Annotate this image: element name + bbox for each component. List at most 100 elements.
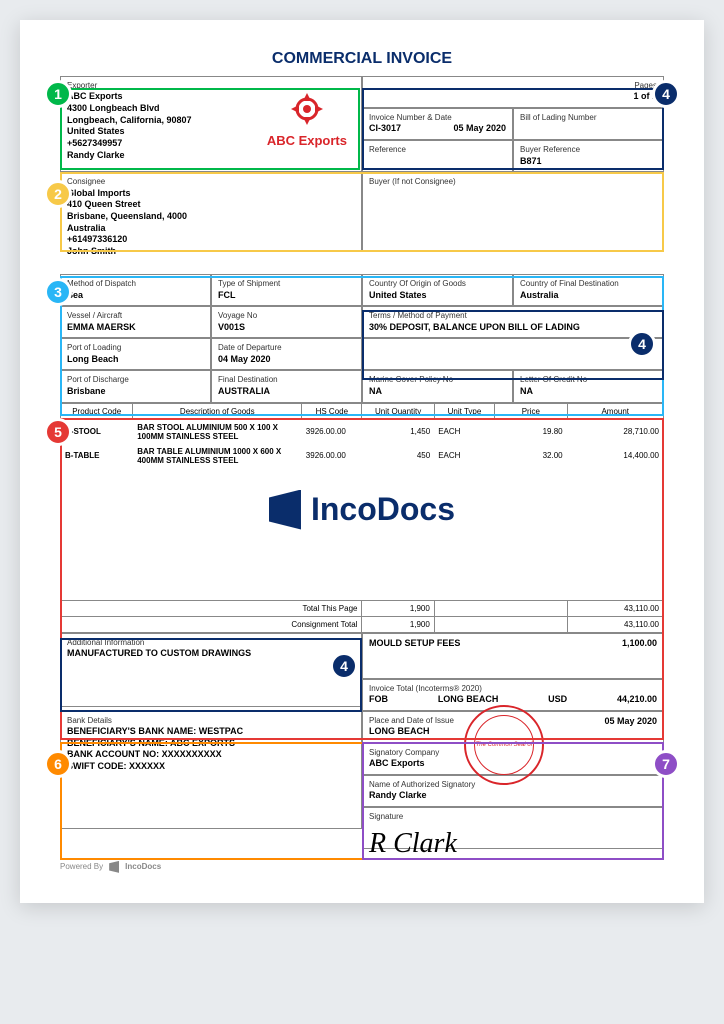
item-row: B-TABLEBAR TABLE ALUMINIUM 1000 X 600 X … [61, 444, 663, 468]
dep-val: 04 May 2020 [218, 354, 271, 364]
fees-cell: MOULD SETUP FEES 1,100.00 [362, 633, 664, 679]
voyage-lbl: Voyage No [218, 311, 355, 321]
terms-val: 30% DEPOSIT, BALANCE UPON BILL OF LADING [369, 322, 580, 332]
final-val: AUSTRALIA [218, 386, 270, 396]
exporter-lbl: Exporter [67, 81, 259, 91]
exporter-name: ABC Exports [67, 91, 123, 101]
consignee-phone: +61497336120 [67, 234, 127, 244]
dep-lbl: Date of Departure [218, 343, 355, 353]
consignee-cell: Consignee Global Imports 410 Queen Stree… [60, 172, 362, 252]
watermark: IncoDocs [269, 490, 455, 530]
invtotal-amt: 44,210.00 [617, 694, 657, 706]
consignee-addr1: 410 Queen Street [67, 199, 141, 209]
consignee-country: Australia [67, 223, 106, 233]
footer-brand: IncoDocs [125, 862, 161, 871]
place-lbl: Place and Date of Issue [369, 716, 454, 726]
origin-lbl: Country Of Origin of Goods [369, 279, 506, 289]
bank-sign-row: Bank Details BENEFICIARY'S BANK NAME: WE… [60, 711, 664, 849]
fees-col: MOULD SETUP FEES 1,100.00 Invoice Total … [362, 633, 664, 711]
place-val: LONG BEACH [369, 726, 430, 736]
ship-row2: Vessel / AircraftEMMA MAERSK Voyage NoV0… [60, 306, 664, 338]
watermark-text: IncoDocs [311, 491, 455, 528]
badge-1: 1 [44, 80, 72, 108]
inv-cell: Invoice Number & Date CI-3017 05 May 202… [362, 108, 513, 140]
addl-lbl: Additional Information [67, 638, 355, 648]
header-right: Pages 1 of 1 Invoice Number & Date CI-30… [362, 76, 664, 172]
col-hs: HS Code [302, 403, 362, 419]
invtotal-cur: USD [548, 694, 567, 706]
addl-cell: Additional Information MANUFACTURED TO C… [60, 633, 362, 707]
buyer-lbl: Buyer (If not Consignee) [369, 177, 657, 187]
badge-4c: 4 [330, 652, 358, 680]
col-qty: Unit Quantity [362, 403, 434, 419]
vessel-val: EMMA MAERSK [67, 322, 136, 332]
incodocs-icon [269, 490, 301, 530]
shiptype-lbl: Type of Shipment [218, 279, 355, 289]
pod-lbl: Port of Discharge [67, 375, 204, 385]
total-cons-amt: 43,110.00 [567, 616, 664, 632]
ref-cell: Reference [362, 140, 513, 172]
origin-val: United States [369, 290, 427, 300]
total-page-lbl: Total This Page [61, 600, 362, 616]
item-row: B-STOOLBAR STOOL ALUMINIUM 500 X 100 X 1… [61, 420, 663, 444]
terms-lbl: Terms / Method of Payment [369, 311, 657, 321]
vessel-lbl: Vessel / Aircraft [67, 311, 204, 321]
terms-cont [362, 338, 664, 370]
total-page-amt: 43,110.00 [567, 600, 664, 616]
bank-l1: BENEFICIARY'S BANK NAME: WESTPAC [67, 726, 243, 736]
total-cons-row: Consignment Total 1,900 43,110.00 [61, 616, 664, 632]
invtotal-place: LONG BEACH [438, 694, 499, 706]
consignee-name: Global Imports [67, 188, 131, 198]
bank-lbl: Bank Details [67, 716, 355, 726]
sig-cell: Signature R Clark [362, 807, 664, 849]
total-cons-qty: 1,900 [362, 616, 434, 632]
pages-lbl: Pages [369, 81, 657, 91]
lc-val: NA [520, 386, 533, 396]
inv-lbl: Invoice Number & Date [369, 113, 506, 123]
badge-2: 2 [44, 180, 72, 208]
badge-7: 7 [652, 750, 680, 778]
total-page-qty: 1,900 [362, 600, 434, 616]
gear-icon [287, 89, 327, 129]
abc-logo: ABC Exports [259, 81, 355, 167]
dest-val: Australia [520, 290, 559, 300]
ship-row4: Port of DischargeBrisbane Final Destinat… [60, 370, 664, 402]
badge-4a: 4 [652, 80, 680, 108]
abc-logo-text: ABC Exports [267, 133, 347, 150]
doc-title: COMMERCIAL INVOICE [60, 50, 664, 68]
fees-lbl: MOULD SETUP FEES [369, 638, 460, 674]
addl-val: MANUFACTURED TO CUSTOM DRAWINGS [67, 648, 251, 658]
buyref-cell: Buyer Reference B871 [513, 140, 664, 172]
badge-5: 5 [44, 418, 72, 446]
addl-row: Additional Information MANUFACTURED TO C… [60, 633, 664, 711]
exporter-contact: Randy Clarke [67, 150, 125, 160]
pod-val: Brisbane [67, 386, 106, 396]
total-page-row: Total This Page 1,900 43,110.00 [61, 600, 664, 616]
invtotal-lbl: Invoice Total (Incoterms® 2020) [369, 684, 657, 694]
fees-val: 1,100.00 [622, 638, 657, 674]
signature: R Clark [369, 822, 657, 866]
consignee-contact: John Smith [67, 246, 116, 256]
badge-4b: 4 [628, 330, 656, 358]
buyer-cell: Buyer (If not Consignee) [362, 172, 664, 252]
items-body-row: B-STOOLBAR STOOL ALUMINIUM 500 X 100 X 1… [61, 419, 664, 600]
pol-val: Long Beach [67, 354, 119, 364]
ship-row1: Method of DispatchSea Type of ShipmentFC… [60, 274, 664, 306]
company-seal: The Common Seal of [464, 705, 544, 785]
col-desc: Description of Goods [133, 403, 302, 419]
col-price: Price [495, 403, 567, 419]
bank-l4: SWIFT CODE: XXXXXX [67, 761, 165, 771]
invoice-page: COMMERCIAL INVOICE 1 2 3 4 4 4 5 6 7 Exp… [20, 20, 704, 903]
inv-date: 05 May 2020 [453, 123, 506, 135]
consignee-lbl: Consignee [67, 177, 355, 187]
col-code: Product Code [61, 403, 133, 419]
row-header: Exporter ABC Exports 4300 Longbeach Blvd… [60, 76, 664, 172]
exporter-addr1: 4300 Longbeach Blvd [67, 103, 160, 113]
items-header: Product Code Description of Goods HS Cod… [61, 403, 664, 419]
company-val: ABC Exports [369, 758, 425, 768]
bol-lbl: Bill of Lading Number [520, 113, 657, 123]
consignee-addr2: Brisbane, Queensland, 4000 [67, 211, 187, 221]
inv-no: CI-3017 [369, 123, 401, 133]
seal-text: The Common Seal of [476, 742, 533, 748]
bank-l3: BANK ACCOUNT NO: XXXXXXXXXX [67, 749, 222, 759]
